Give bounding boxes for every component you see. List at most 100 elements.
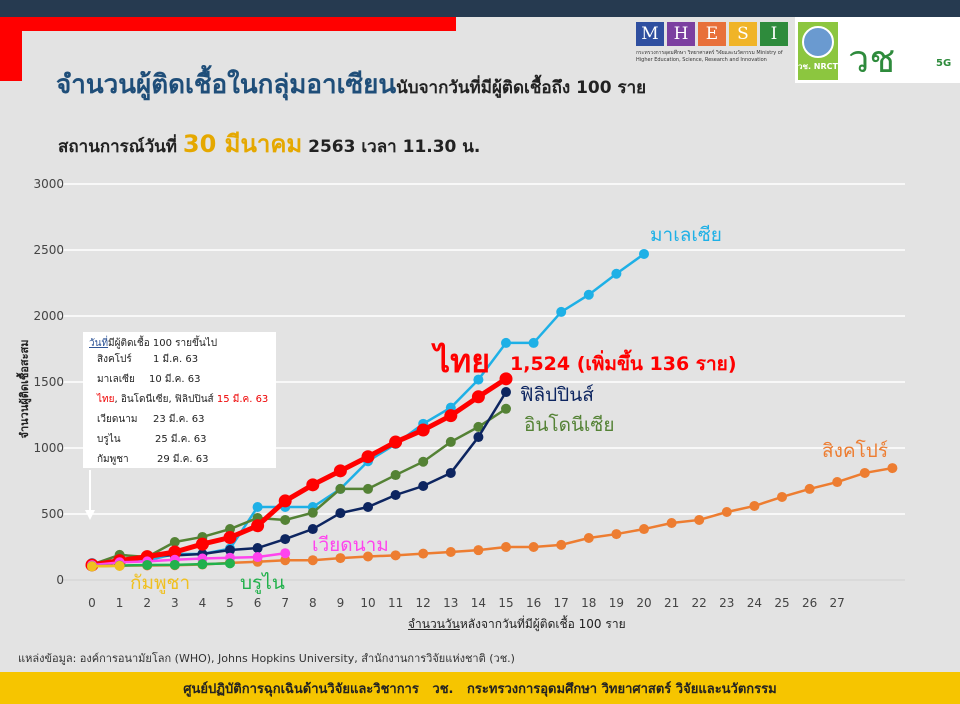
legend-row: บรูไน 25 มี.ค. 63 [97, 432, 206, 447]
x-tick-label: 24 [747, 596, 762, 610]
data-point [280, 514, 291, 525]
legend-row: กัมพูชา 29 มี.ค. 63 [97, 452, 208, 467]
data-point [252, 502, 263, 513]
mhesi-letter: S [729, 22, 757, 46]
x-tick-label: 10 [360, 596, 375, 610]
x-tick-label: 4 [199, 596, 207, 610]
legend-country: เวียดนาม [97, 414, 138, 425]
legend-row: ไทย, อินโดนีเซีย, ฟิลิปปินส์ 15 มี.ค. 63 [97, 392, 268, 407]
data-point [416, 423, 430, 437]
legend-box: วันที่มีผู้ติดเชื้อ 100 รายขึ้นไป สิงคโป… [83, 332, 276, 468]
situation-suffix: 2563 เวลา 11.30 น. [308, 137, 481, 157]
data-point [280, 534, 291, 545]
legend-country: กัมพูชา [97, 454, 129, 465]
legend-country: สิงคโปร์ [97, 354, 132, 365]
data-point [418, 481, 429, 492]
mhesi-letter: E [698, 22, 726, 46]
mhesi-caption: กระทรวงการอุดมศึกษา วิทยาศาสตร์ วิจัยและ… [636, 50, 783, 63]
legend-date: 15 มี.ค. 63 [216, 394, 269, 405]
source-note: แหล่งข้อมูล: องค์การอนามัยโลก (WHO), Joh… [18, 652, 515, 665]
data-point [639, 524, 649, 535]
situation-date: 30 มีนาคม [182, 130, 303, 158]
data-point [832, 477, 843, 488]
thai-value-label: 1,524 (เพิ่มขึ้น 136 ราย) [510, 353, 737, 375]
mhesi-letter: M [636, 22, 664, 46]
x-tick-label: 15 [498, 596, 513, 610]
series-label-singapore: สิงคโปร์ [822, 440, 889, 462]
data-point [473, 545, 484, 556]
thai-label: ไทย [434, 342, 490, 380]
data-point [280, 555, 291, 566]
data-point [169, 536, 180, 547]
nrct-logo: วช. NRCT [798, 22, 838, 80]
data-point [390, 550, 401, 561]
x-tick-label: 2 [143, 596, 151, 610]
y-tick-label: 500 [41, 507, 64, 521]
data-point [114, 560, 125, 571]
data-point [859, 467, 870, 478]
data-point [556, 306, 567, 317]
legend-country-thai: ไทย [97, 394, 115, 405]
x-tick-label: 25 [774, 596, 789, 610]
x-tick-label: 5 [226, 596, 234, 610]
legend-row: สิงคโปร์ 1 มี.ค. 63 [97, 352, 198, 367]
legend-date: 29 มี.ค. 63 [157, 454, 209, 465]
x-axis-label: จำนวนวันหลังจากวันที่มีผู้ติดเชื้อ 100 ร… [408, 615, 626, 634]
x-tick-label: 1 [116, 596, 124, 610]
wc-logo: วช [848, 37, 896, 81]
data-point [361, 450, 375, 464]
situation-line: สถานการณ์วันที่ 30 มีนาคม 2563 เวลา 11.3… [58, 124, 480, 163]
legend-date: 1 มี.ค. 63 [153, 354, 199, 365]
footer-band: ศูนย์ปฏิบัติการฉุกเฉินด้านวิจัยและวิชากา… [0, 672, 960, 704]
data-point [473, 374, 484, 385]
nrct-seal-icon [802, 26, 834, 58]
x-axis-label-underlined: จำนวนวัน [408, 617, 460, 631]
y-tick-label: 2500 [33, 243, 64, 257]
x-tick-label: 21 [664, 596, 679, 610]
data-point [225, 558, 235, 569]
legend-date: 10 มี.ค. 63 [149, 374, 201, 385]
data-point [445, 467, 456, 478]
x-tick-label: 16 [526, 596, 541, 610]
data-point [280, 548, 291, 559]
legend-country: บรูไน [97, 434, 121, 445]
data-point [390, 470, 401, 481]
y-tick-label: 0 [56, 573, 64, 587]
title-sub: นับจากวันที่มีผู้ติดเชื้อถึง 100 ราย [396, 78, 647, 98]
data-point [804, 483, 815, 494]
data-point [528, 337, 539, 348]
x-tick-label: 23 [719, 596, 734, 610]
series-line [91, 376, 508, 568]
data-point [694, 514, 705, 525]
x-tick-label: 0 [88, 596, 96, 610]
legend-arrow-head-icon [85, 510, 95, 520]
data-point [445, 436, 456, 447]
y-axis-label: จำนวนผู้ติดเชื้อสะสม [18, 339, 31, 439]
x-tick-label: 3 [171, 596, 179, 610]
data-point [87, 561, 97, 572]
data-point [721, 507, 732, 518]
data-point [556, 539, 567, 550]
data-point [142, 559, 153, 570]
data-point [666, 517, 677, 528]
x-tick-label: 8 [309, 596, 317, 610]
x-tick-label: 7 [281, 596, 289, 610]
data-point [335, 483, 346, 494]
data-point [528, 542, 539, 552]
legend-country: , อินโดนีเซีย, ฟิลิปปินส์ [114, 394, 214, 405]
red-accent-side [0, 17, 22, 81]
data-point [307, 507, 318, 518]
mhesi-letter: I [760, 22, 788, 46]
y-tick-label: 1500 [33, 375, 64, 389]
data-point [363, 551, 373, 562]
x-tick-label: 17 [554, 596, 569, 610]
data-point [335, 553, 346, 564]
page-title: จำนวนผู้ติดเชื้อในกลุ่มอาเซียนนับจากวันท… [56, 64, 646, 105]
data-point [306, 478, 320, 492]
wc-5g-logo: 5G [936, 58, 952, 69]
data-point [501, 542, 511, 552]
data-point [499, 372, 513, 386]
data-point [390, 489, 401, 500]
data-point [169, 559, 180, 570]
